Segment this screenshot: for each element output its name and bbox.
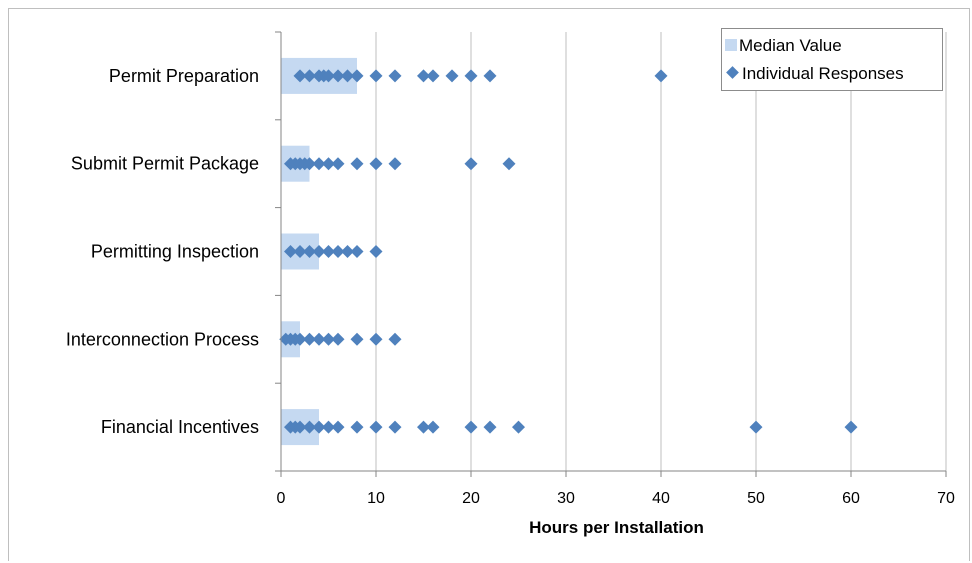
- response-point: [331, 69, 345, 83]
- x-tick-label: 60: [842, 490, 860, 507]
- response-point: [369, 420, 383, 434]
- response-point: [483, 69, 497, 83]
- response-point: [303, 420, 316, 434]
- response-point: [322, 157, 335, 171]
- response-point: [388, 332, 402, 346]
- response-point: [322, 332, 335, 346]
- response-point: [331, 332, 345, 346]
- response-point: [341, 69, 354, 83]
- response-point: [502, 157, 516, 171]
- x-tick-label: 70: [937, 490, 955, 507]
- response-point: [464, 69, 478, 83]
- response-point: [464, 420, 478, 434]
- response-point: [303, 69, 316, 83]
- response-point: [369, 69, 383, 83]
- category-label: Submit Permit Package: [71, 154, 259, 174]
- response-point: [426, 420, 440, 434]
- median-swatch-icon: [725, 38, 737, 51]
- response-points: [279, 69, 858, 434]
- response-point: [303, 332, 316, 346]
- response-point: [284, 245, 297, 258]
- legend-item-responses: Individual Responses: [722, 62, 904, 86]
- legend: Median Value Individual Responses: [721, 28, 943, 91]
- response-point: [331, 157, 345, 171]
- response-point: [369, 157, 383, 171]
- response-point: [388, 69, 402, 83]
- response-point: [388, 420, 402, 434]
- x-tick-labels: 0 10 20 30 40 50 60 70: [277, 490, 955, 507]
- response-point: [512, 420, 525, 434]
- diamond-marker-icon: [726, 66, 739, 79]
- response-point: [312, 332, 326, 346]
- category-label: Financial Incentives: [101, 417, 259, 437]
- x-tick-label: 30: [557, 490, 575, 507]
- gridlines: [375, 32, 947, 471]
- response-point: [464, 157, 478, 171]
- category-labels: Permit Preparation Submit Permit Package P…: [66, 66, 259, 437]
- x-tick-label: 0: [277, 490, 286, 507]
- response-point: [322, 69, 335, 83]
- response-point: [350, 420, 364, 434]
- response-point: [293, 332, 307, 346]
- chart-frame: [8, 8, 970, 561]
- response-point: [303, 157, 316, 171]
- x-tick-label: 50: [747, 490, 765, 507]
- response-point: [483, 420, 497, 434]
- axes: [275, 31, 947, 477]
- legend-label-median: Median Value: [739, 36, 842, 55]
- response-point: [341, 245, 354, 258]
- response-point: [350, 69, 364, 83]
- x-axis-title: Hours per Installation: [529, 518, 704, 537]
- response-point: [322, 420, 335, 434]
- response-point: [388, 157, 402, 171]
- response-point: [426, 69, 440, 83]
- response-point: [293, 69, 307, 83]
- x-tick-label: 20: [462, 490, 480, 507]
- response-point: [293, 245, 307, 258]
- category-label: Permitting Inspection: [91, 242, 259, 262]
- response-point: [350, 157, 364, 171]
- response-point: [417, 69, 430, 83]
- response-point: [654, 69, 668, 83]
- legend-item-median: Median Value: [722, 34, 842, 58]
- response-point: [417, 420, 430, 434]
- response-point: [293, 420, 307, 434]
- response-point: [749, 420, 763, 434]
- category-label: Permit Preparation: [109, 66, 259, 86]
- response-point: [331, 245, 345, 258]
- response-point: [322, 245, 335, 258]
- response-point: [350, 332, 364, 346]
- response-point: [312, 420, 326, 434]
- response-point: [312, 245, 326, 258]
- response-point: [369, 245, 383, 258]
- x-tick-label: 40: [652, 490, 670, 507]
- response-point: [350, 245, 364, 258]
- response-point: [312, 157, 326, 171]
- response-point: [331, 420, 345, 434]
- response-point: [369, 332, 383, 346]
- response-point: [844, 420, 858, 434]
- response-point: [303, 245, 316, 258]
- response-point: [445, 69, 459, 83]
- legend-label-responses: Individual Responses: [742, 64, 904, 83]
- x-tick-label: 10: [367, 490, 385, 507]
- category-label: Interconnection Process: [66, 329, 259, 349]
